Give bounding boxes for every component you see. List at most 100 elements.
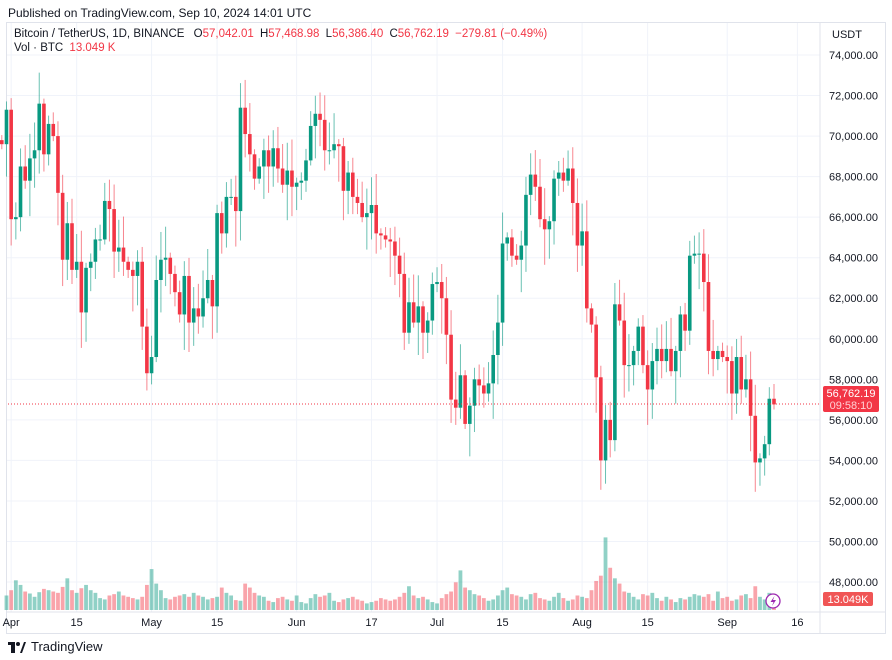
candle-body: [0, 140, 4, 145]
candle-body: [692, 253, 697, 256]
candle-body: [107, 200, 112, 210]
candle-body: [173, 273, 177, 293]
candle-body: [388, 239, 393, 242]
candle-body: [505, 237, 510, 244]
candle-body: [32, 150, 37, 159]
candle-body: [177, 292, 182, 315]
candle-body: [673, 350, 678, 372]
candle-body: [299, 180, 304, 183]
volume-bar: [697, 595, 702, 610]
candle-body: [257, 166, 261, 179]
candle-body: [9, 109, 13, 220]
candle-body: [149, 357, 154, 374]
volume-bar: [570, 599, 575, 610]
candle-body: [346, 172, 350, 191]
volume-bar: [182, 594, 187, 610]
volume-bar: [219, 587, 224, 610]
candle-body: [739, 357, 744, 390]
volume-bar: [659, 600, 664, 610]
lightning-icon[interactable]: [765, 593, 781, 609]
candle-body: [439, 282, 444, 299]
y-tick-label: 56,000.00: [829, 415, 878, 427]
candle-body: [617, 304, 622, 321]
candle-body: [229, 196, 233, 198]
volume-bar: [201, 596, 205, 610]
volume-bar: [163, 598, 168, 610]
candle-body: [767, 398, 772, 445]
candle-body: [641, 326, 645, 366]
candle-body: [730, 361, 734, 394]
y-tick-label: 64,000.00: [829, 253, 878, 265]
symbol-title[interactable]: Bitcoin / TetherUS, 1D, BINANCE: [14, 28, 185, 40]
volume-bar: [271, 602, 276, 610]
volume-bar: [140, 596, 145, 610]
volume-bar: [196, 595, 201, 610]
volume-bar: [285, 599, 290, 610]
volume-bar: [491, 599, 496, 610]
candle-body: [70, 223, 74, 270]
volume-bar: [481, 598, 486, 610]
candle-body: [542, 219, 547, 230]
volume-bar: [60, 586, 65, 610]
candle-body: [224, 196, 229, 234]
volume-bar: [762, 599, 767, 610]
volume-bar: [650, 592, 655, 610]
candle-body: [608, 419, 612, 441]
candle-body: [566, 168, 570, 181]
volume-bar: [266, 600, 271, 610]
volume-bar: [102, 599, 107, 610]
candle-body: [74, 261, 79, 270]
candle-body: [613, 304, 617, 441]
volume-bar: [383, 599, 388, 610]
volume-bar: [341, 599, 346, 610]
volume-bar: [500, 590, 505, 610]
candle-body: [463, 375, 467, 424]
volume-bar: [355, 599, 360, 610]
volume-bar: [439, 598, 444, 610]
candle-body: [603, 419, 608, 461]
x-tick-label: Aug: [572, 617, 592, 629]
candle-body: [524, 194, 528, 246]
volume-bar: [210, 598, 215, 610]
y-tick-label: 50,000.00: [829, 536, 878, 548]
candle-body: [369, 204, 374, 214]
volume-row: Vol · BTC 13.049 K: [14, 41, 550, 55]
candle-body: [519, 245, 524, 260]
volume-bar: [645, 595, 650, 610]
volume-bar: [84, 584, 88, 610]
volume-bar: [449, 591, 453, 610]
volume-bar: [374, 600, 379, 610]
candle-body: [449, 334, 453, 400]
candle-body: [458, 375, 463, 408]
candle-body: [234, 196, 238, 212]
volume-bar: [238, 600, 243, 610]
volume-bar: [257, 595, 262, 610]
volume-bar: [369, 602, 374, 610]
candle-body: [285, 170, 290, 185]
candle-body: [243, 107, 247, 135]
candle-body: [351, 172, 355, 197]
volume-bar: [435, 603, 439, 610]
volume-bar: [56, 592, 60, 610]
x-tick-label: Sep: [717, 617, 737, 629]
volume-bar: [37, 592, 42, 610]
volume-bar: [711, 600, 716, 610]
candle-body: [304, 160, 308, 181]
candle-body: [163, 257, 168, 260]
volume-tag: [823, 592, 873, 606]
volume-bar: [332, 600, 336, 610]
footer-brand: TradingView: [8, 639, 103, 654]
candle-body: [215, 213, 219, 307]
candle-body: [538, 186, 542, 220]
candle-body: [669, 348, 673, 372]
volume-bar: [144, 584, 149, 610]
volume-bar: [98, 598, 102, 610]
candle-body: [42, 103, 46, 155]
volume-bar: [93, 592, 98, 610]
candle-body: [294, 182, 299, 187]
volume-bar: [74, 592, 79, 610]
candle-body: [702, 253, 706, 283]
volume-bar: [177, 595, 182, 610]
volume-bar: [173, 596, 177, 610]
